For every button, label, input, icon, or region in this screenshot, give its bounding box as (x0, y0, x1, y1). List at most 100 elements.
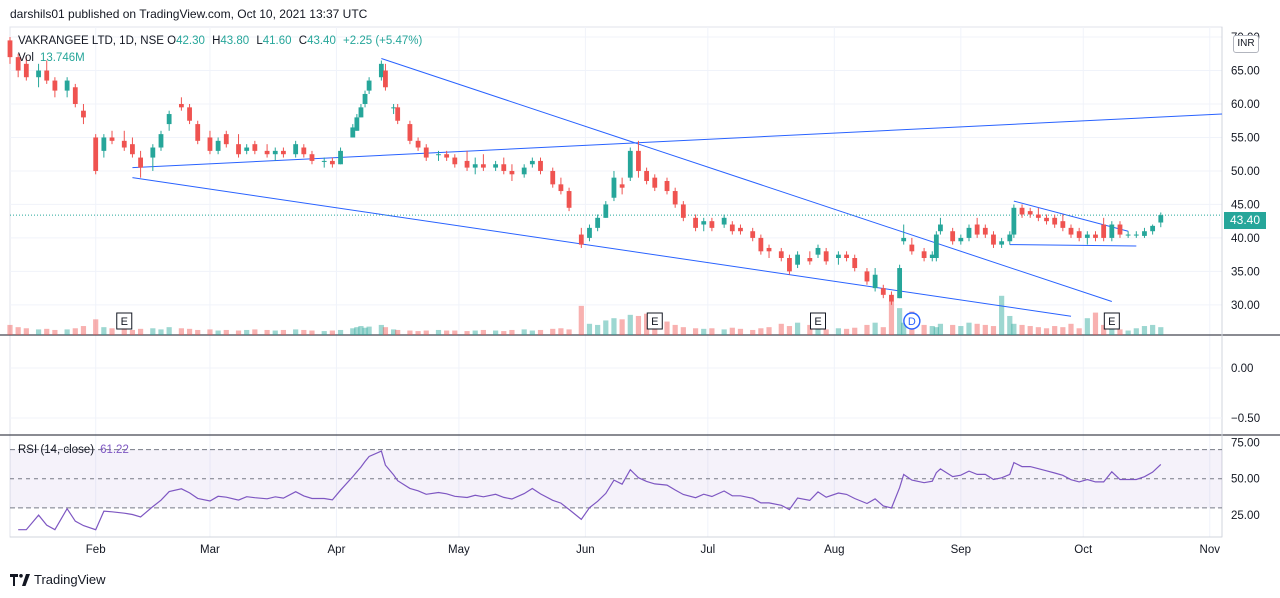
rsi-legend: RSI (14, close) 61.22 (18, 444, 129, 456)
volume-bar (452, 330, 458, 335)
candle-body (844, 254, 849, 258)
candle-body (350, 127, 356, 138)
volume-bar (1141, 326, 1148, 335)
volume-bar (354, 327, 360, 335)
earnings-marker-label: E (121, 316, 128, 328)
candle-body (778, 251, 784, 258)
volume-bar (835, 328, 842, 335)
volume-bar (990, 326, 997, 335)
volume-bar (815, 326, 821, 335)
candle-body (44, 70, 50, 81)
volume-bar (378, 324, 384, 335)
candle-body (1084, 234, 1090, 238)
candle-body (1011, 207, 1017, 235)
candle-body (921, 251, 927, 258)
candle-body (766, 247, 772, 252)
candle-body (738, 227, 743, 232)
candle-body (815, 247, 821, 255)
volume-bar (101, 327, 107, 335)
volume-bar (150, 328, 156, 335)
volume-bar (701, 328, 707, 335)
volume-bar (692, 328, 699, 335)
volume-bar (843, 328, 850, 335)
volume-bar (1101, 324, 1107, 335)
volume-bar (93, 319, 99, 335)
volume-bar (415, 331, 421, 335)
volume-bar (627, 314, 633, 335)
candle-body (501, 164, 507, 171)
volume-bar (137, 328, 144, 335)
open-label: O (167, 35, 177, 47)
volume-value: 13.746M (40, 52, 85, 64)
volume-bar (64, 329, 70, 335)
volume-bar (566, 329, 572, 335)
high-value: 43.80 (220, 35, 250, 47)
candle-body (693, 217, 698, 228)
currency-button[interactable]: INR (1233, 35, 1259, 53)
volume-bar (207, 329, 213, 335)
brand-name: TradingView (34, 572, 106, 587)
candle-body (264, 150, 270, 155)
candle-body (1142, 231, 1147, 236)
rsi-value: 61.22 (100, 444, 129, 456)
rsi-line (18, 450, 1162, 531)
volume-bar (129, 329, 136, 335)
candle-body (958, 237, 964, 242)
candle-body (1019, 207, 1025, 215)
candle-body (999, 241, 1005, 245)
candle-body (329, 160, 335, 165)
candle-body (252, 144, 258, 151)
high-label: H (212, 35, 221, 47)
candle-body (7, 40, 13, 58)
candle-body (852, 258, 858, 269)
volume-bar (635, 315, 642, 335)
time-tick-label: Jul (700, 544, 715, 556)
volume-bar (709, 328, 715, 335)
candle-body (166, 114, 172, 125)
candle-body (93, 137, 99, 171)
candle-body (880, 288, 886, 295)
brand-logo[interactable]: TradingView (10, 572, 106, 587)
price-tick-label: 45.00 (1231, 199, 1260, 211)
candle-body (521, 167, 527, 175)
candle-body (950, 231, 956, 242)
candle-body (1035, 214, 1041, 218)
candle-body (321, 160, 327, 162)
candle-body (897, 268, 903, 299)
volume-bar (644, 313, 650, 335)
volume-bar (950, 324, 956, 335)
candle-body (550, 170, 556, 185)
candle-body (1060, 221, 1066, 228)
time-tick-label: Sep (951, 544, 971, 556)
volume-bar (595, 324, 601, 335)
volume-bar (80, 326, 87, 335)
candle-body (101, 137, 107, 151)
candle-body (611, 177, 617, 198)
candle-body (750, 231, 756, 238)
candle-body (872, 274, 878, 289)
candle-body (1007, 234, 1013, 242)
volume-bar (982, 324, 988, 335)
candle-body (538, 160, 543, 171)
volume-bar (280, 329, 287, 335)
candle-body (982, 227, 988, 235)
candle-body (338, 150, 343, 165)
volume-bar (350, 328, 356, 335)
price-tick-label: 60.00 (1231, 99, 1260, 111)
candle-body (15, 57, 21, 71)
candle-body (444, 154, 450, 158)
candle-body (1052, 217, 1058, 225)
candle-body (864, 271, 870, 282)
volume-bar (1076, 328, 1082, 335)
volume-bar (109, 328, 115, 335)
volume-bar (737, 328, 744, 335)
volume-bar (509, 329, 515, 335)
volume-bar (390, 329, 397, 335)
candle-body (407, 124, 413, 141)
publish-line: darshils01 published on TradingView.com,… (10, 7, 368, 21)
candle-body (138, 157, 143, 168)
volume-bar (921, 324, 927, 335)
candle-body (758, 237, 764, 252)
candle-body (1158, 215, 1164, 223)
